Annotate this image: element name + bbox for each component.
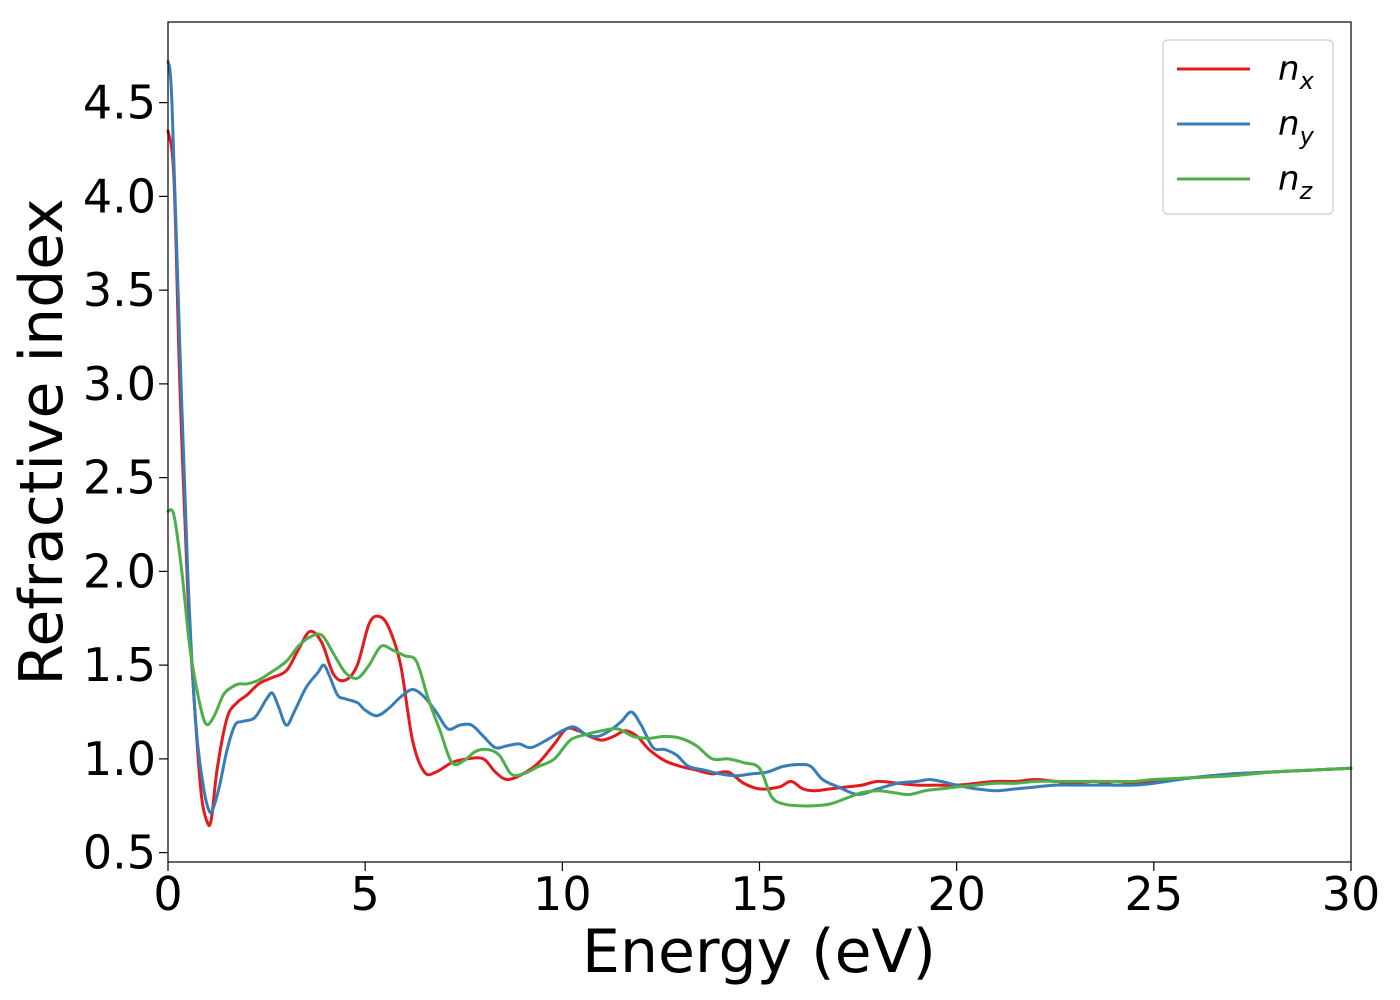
legend-label-nz: nz (1278, 159, 1314, 205)
y-axis: 0.5 1.0 1.5 2.0 2.5 3.0 3.5 4.0 4.5 (83, 76, 168, 880)
legend-label-ny: ny (1278, 104, 1315, 150)
x-tick-label: 15 (730, 867, 789, 921)
y-tick-label: 4.5 (83, 76, 156, 130)
y-tick-label: 3.5 (83, 263, 156, 317)
series-line-nz (166, 508, 1353, 808)
y-tick-label: 3.0 (83, 357, 156, 411)
x-axis: 0 5 10 15 20 25 30 (153, 862, 1380, 921)
legend-box (1162, 39, 1334, 215)
plot-area (168, 22, 1351, 862)
y-tick-label: 4.0 (83, 169, 156, 223)
y-tick-label: 2.0 (83, 544, 156, 598)
x-tick-label: 25 (1125, 867, 1184, 921)
series-layer (166, 59, 1353, 828)
y-tick-label: 1.5 (83, 638, 156, 692)
legend-label-nx: nx (1278, 49, 1315, 95)
x-tick-label: 5 (351, 867, 380, 921)
legend: nx ny nz (1162, 39, 1334, 215)
y-tick-label: 2.5 (83, 451, 156, 505)
x-tick-label: 20 (927, 867, 986, 921)
x-tick-label: 10 (533, 867, 592, 921)
x-tick-label: 30 (1322, 867, 1381, 921)
series-line-ny (166, 59, 1353, 815)
y-axis-label: Refractive index (7, 198, 77, 685)
x-tick-label: 0 (153, 867, 182, 921)
y-tick-label: 0.5 (83, 826, 156, 880)
x-axis-label: Energy (eV) (582, 917, 936, 987)
y-tick-label: 1.0 (83, 732, 156, 786)
